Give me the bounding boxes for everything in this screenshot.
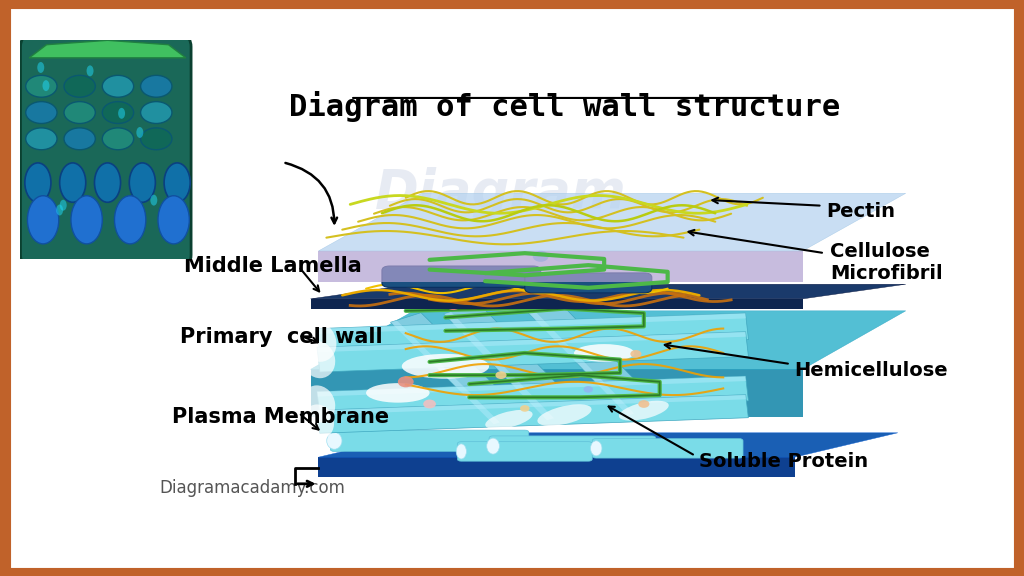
Ellipse shape [300, 322, 337, 362]
Polygon shape [316, 313, 749, 355]
Ellipse shape [496, 372, 507, 379]
Polygon shape [390, 313, 524, 425]
Polygon shape [318, 457, 795, 477]
Ellipse shape [59, 200, 67, 211]
Polygon shape [317, 395, 749, 433]
Ellipse shape [63, 101, 95, 123]
Ellipse shape [164, 163, 190, 202]
Ellipse shape [71, 196, 102, 244]
Ellipse shape [486, 438, 500, 454]
Text: Plasma Membrane: Plasma Membrane [172, 407, 389, 427]
Ellipse shape [631, 350, 641, 358]
Polygon shape [317, 395, 746, 415]
Polygon shape [317, 376, 749, 416]
Polygon shape [310, 369, 803, 417]
Text: Diagram of cell wall structure: Diagram of cell wall structure [289, 92, 840, 122]
FancyBboxPatch shape [489, 436, 655, 456]
Ellipse shape [158, 196, 189, 244]
Ellipse shape [63, 75, 95, 97]
Ellipse shape [397, 376, 414, 387]
Ellipse shape [102, 75, 134, 97]
Ellipse shape [140, 75, 172, 97]
Text: Diagramacadamy.com: Diagramacadamy.com [160, 479, 346, 497]
Text: Pectin: Pectin [826, 202, 895, 221]
Ellipse shape [87, 65, 93, 76]
Polygon shape [524, 307, 634, 415]
Ellipse shape [401, 354, 489, 378]
Ellipse shape [102, 128, 134, 150]
FancyBboxPatch shape [524, 273, 652, 293]
Polygon shape [443, 304, 582, 420]
Polygon shape [443, 312, 554, 420]
Ellipse shape [63, 128, 95, 150]
Ellipse shape [136, 127, 143, 138]
Ellipse shape [302, 385, 335, 423]
Ellipse shape [532, 251, 549, 262]
Ellipse shape [56, 204, 63, 215]
Polygon shape [310, 299, 803, 309]
Polygon shape [317, 376, 746, 396]
Polygon shape [524, 300, 659, 415]
Polygon shape [316, 313, 746, 334]
Polygon shape [390, 320, 500, 425]
Ellipse shape [59, 163, 86, 202]
Ellipse shape [457, 444, 466, 459]
Polygon shape [317, 332, 746, 352]
Polygon shape [318, 251, 803, 282]
Ellipse shape [638, 400, 649, 408]
Ellipse shape [94, 163, 121, 202]
Ellipse shape [42, 80, 49, 91]
FancyBboxPatch shape [592, 438, 743, 458]
Ellipse shape [26, 101, 57, 123]
Ellipse shape [520, 405, 529, 412]
Ellipse shape [302, 341, 335, 378]
Text: Cellulose
Microfibril: Cellulose Microfibril [830, 241, 943, 283]
Ellipse shape [303, 404, 334, 439]
Text: Soluble Protein: Soluble Protein [699, 452, 868, 471]
Polygon shape [317, 332, 749, 372]
Polygon shape [29, 40, 186, 58]
Ellipse shape [485, 410, 532, 429]
FancyBboxPatch shape [20, 36, 191, 266]
Ellipse shape [102, 101, 134, 123]
Ellipse shape [366, 383, 430, 403]
Text: Diagram: Diagram [375, 167, 627, 219]
Ellipse shape [503, 272, 515, 281]
Ellipse shape [151, 195, 158, 206]
FancyBboxPatch shape [382, 266, 541, 287]
Text: Middle Lamella: Middle Lamella [183, 256, 361, 276]
Ellipse shape [37, 62, 44, 73]
Ellipse shape [26, 128, 57, 150]
Ellipse shape [25, 163, 51, 202]
Ellipse shape [446, 300, 461, 310]
Polygon shape [310, 284, 905, 299]
Polygon shape [318, 433, 898, 457]
Ellipse shape [618, 401, 669, 420]
FancyBboxPatch shape [458, 442, 592, 461]
Ellipse shape [538, 404, 592, 426]
Ellipse shape [327, 433, 342, 449]
Text: Primary  cell wall: Primary cell wall [179, 327, 382, 347]
Ellipse shape [129, 163, 156, 202]
Ellipse shape [28, 196, 58, 244]
Text: Hemicellulose: Hemicellulose [795, 361, 948, 380]
Ellipse shape [140, 128, 172, 150]
Ellipse shape [26, 75, 57, 97]
Polygon shape [318, 194, 905, 251]
Polygon shape [310, 311, 905, 369]
FancyBboxPatch shape [331, 430, 528, 452]
Ellipse shape [115, 196, 145, 244]
Ellipse shape [574, 344, 634, 362]
Ellipse shape [118, 108, 125, 119]
Ellipse shape [591, 441, 602, 456]
Ellipse shape [423, 400, 436, 408]
Ellipse shape [584, 386, 593, 393]
Ellipse shape [140, 101, 172, 123]
